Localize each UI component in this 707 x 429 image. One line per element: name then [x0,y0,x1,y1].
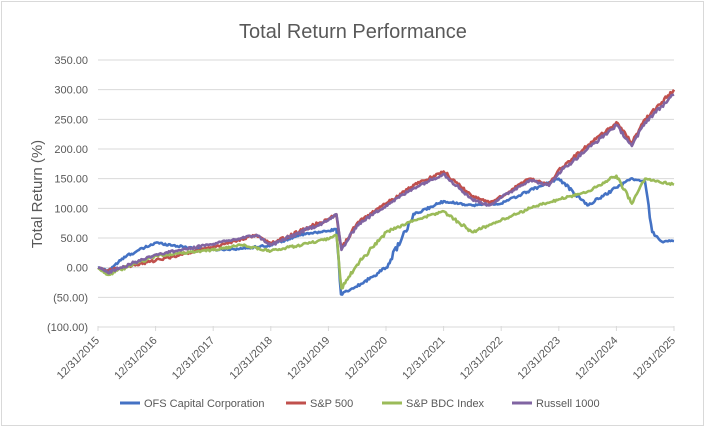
series-line [97,93,675,275]
series-line [97,174,675,290]
series-layer [97,89,676,296]
x-tick-label: 12/31/2018 [228,335,275,382]
series-line [97,177,675,296]
x-tick-label: 12/31/2021 [400,335,447,382]
x-tick-label: 12/31/2025 [631,335,678,382]
x-tick-label: 12/31/2017 [170,335,217,382]
y-tick-label: (50.00) [53,292,88,304]
y-tick-label: 300.00 [54,85,88,97]
legend: OFS Capital Corporation S&P 500 S&P BDC In… [120,398,600,410]
series-line [97,89,676,273]
y-tick-label: 200.00 [54,144,88,156]
y-tick-label: 100.00 [54,203,88,215]
legend-label: S&P BDC Index [406,398,485,410]
x-tick-label: 12/31/2020 [343,335,390,382]
x-tick-label: 12/31/2022 [458,335,505,382]
x-tick-label: 12/31/2023 [516,335,563,382]
x-tick-labels: 12/31/2015 12/31/2016 12/31/2017 12/31/2018… [55,326,678,382]
y-tick-label: 0.00 [67,263,88,275]
grid-layer [98,59,674,328]
chart-title: Total Return Performance [239,21,467,43]
y-tick-label: (100.00) [47,322,88,334]
y-axis-label: Total Return (%) [29,140,46,248]
y-tick-label: 50.00 [60,233,88,245]
x-tick-label: 12/31/2019 [285,335,332,382]
y-tick-label: 350.00 [54,55,88,67]
y-tick-label: 250.00 [54,114,88,126]
x-tick-label: 12/31/2015 [55,335,102,382]
legend-label: Russell 1000 [536,398,600,410]
legend-label: OFS Capital Corporation [144,398,264,410]
x-tick-label: 12/31/2024 [573,335,620,382]
y-tick-labels: (100.00) (50.00) 0.00 50.00 100.00 150.00 200.… [47,55,88,334]
legend-label: S&P 500 [310,398,353,410]
y-tick-label: 150.00 [54,174,88,186]
x-tick-label: 12/31/2016 [112,335,159,382]
